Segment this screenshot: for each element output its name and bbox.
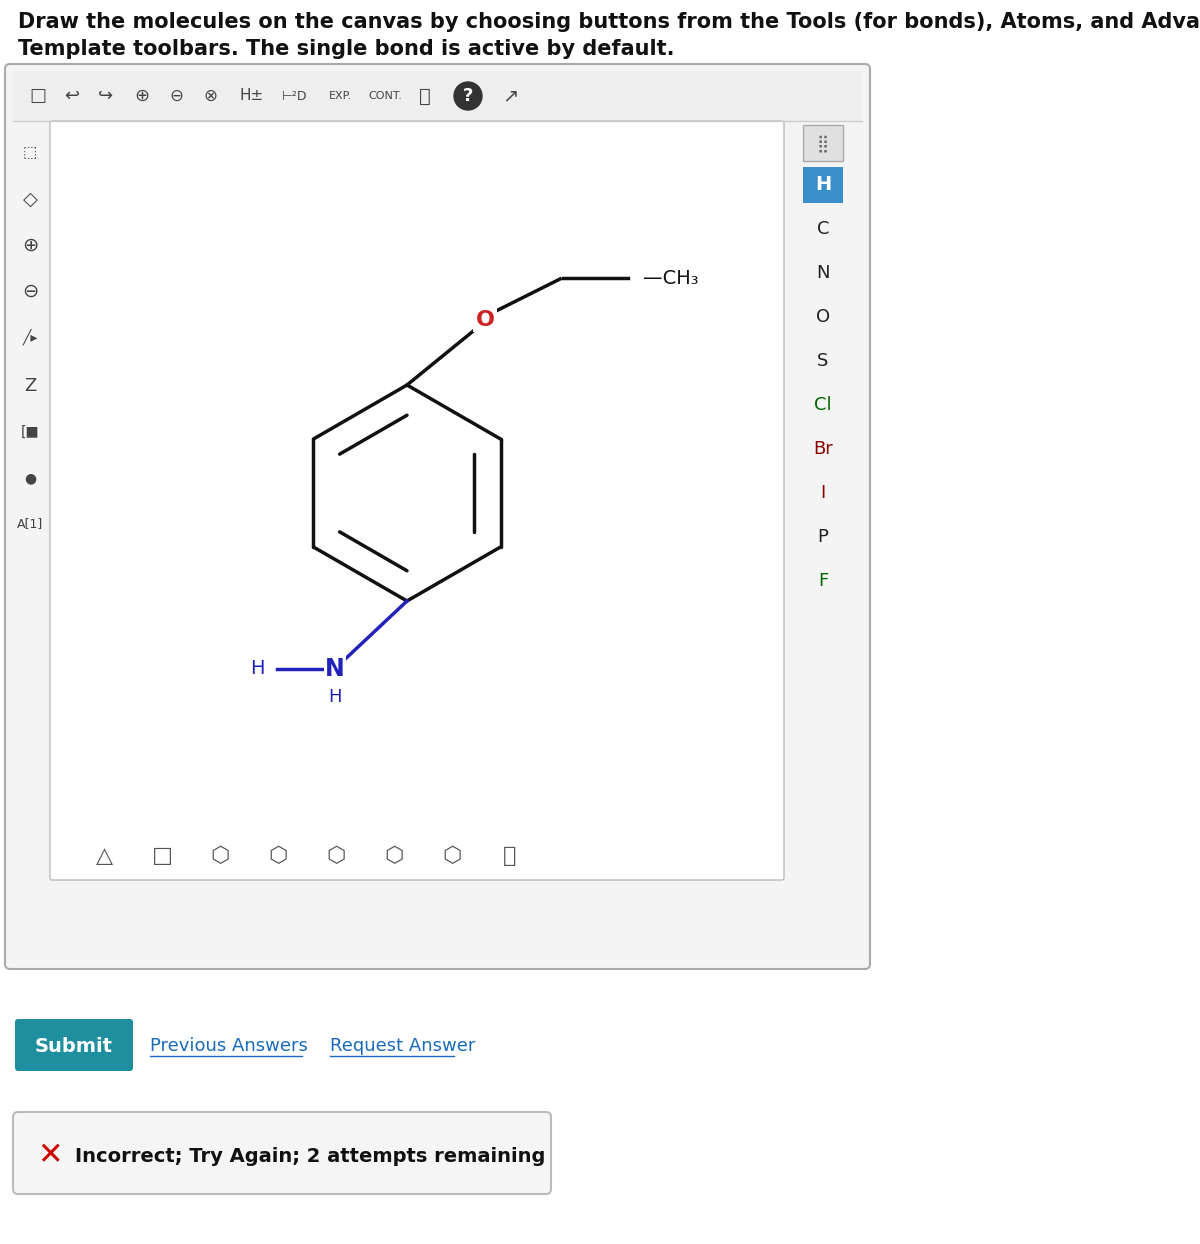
Text: EXP.: EXP.: [329, 91, 352, 101]
Text: H±: H±: [240, 88, 264, 103]
Text: ●: ●: [24, 471, 36, 485]
Text: —CH₃: —CH₃: [643, 269, 698, 287]
Text: □: □: [30, 87, 47, 104]
Text: ⬡: ⬡: [384, 846, 403, 866]
Text: ╱▸: ╱▸: [23, 328, 37, 345]
Text: ⬡: ⬡: [443, 846, 462, 866]
Text: □: □: [151, 846, 173, 866]
Text: Z: Z: [24, 377, 36, 396]
Text: ◇: ◇: [23, 189, 37, 209]
Text: ↗: ↗: [502, 87, 518, 106]
Text: Request Answer: Request Answer: [330, 1037, 475, 1055]
Text: Cl: Cl: [814, 396, 832, 414]
FancyBboxPatch shape: [13, 1112, 551, 1194]
Text: S: S: [817, 352, 829, 369]
Text: ⊖: ⊖: [22, 281, 38, 301]
Text: ↪: ↪: [98, 87, 114, 104]
Circle shape: [454, 82, 482, 109]
Text: ⬡: ⬡: [269, 846, 288, 866]
Text: Template toolbars. The single bond is active by default.: Template toolbars. The single bond is ac…: [18, 39, 674, 58]
Text: N: N: [816, 264, 829, 282]
FancyBboxPatch shape: [50, 121, 784, 880]
Text: F: F: [818, 572, 828, 590]
Text: Incorrect; Try Again; 2 attempts remaining: Incorrect; Try Again; 2 attempts remaini…: [74, 1147, 545, 1166]
Text: ↩: ↩: [65, 87, 79, 104]
Text: CONT.: CONT.: [368, 91, 402, 101]
Text: ⬚: ⬚: [23, 146, 37, 160]
FancyBboxPatch shape: [14, 1019, 133, 1071]
Bar: [803, 167, 842, 203]
Text: C: C: [817, 220, 829, 238]
Text: Submit: Submit: [35, 1036, 113, 1055]
Text: H: H: [329, 688, 342, 707]
Text: N: N: [325, 657, 344, 680]
Text: Previous Answers: Previous Answers: [150, 1037, 308, 1055]
Text: [■: [■: [20, 425, 40, 439]
Text: ⬡: ⬡: [326, 846, 346, 866]
Text: I: I: [821, 484, 826, 503]
Bar: [13, 71, 862, 121]
Text: ⊕: ⊕: [22, 235, 38, 255]
Text: O: O: [475, 310, 494, 330]
Text: ⣿: ⣿: [817, 134, 829, 152]
Text: A[1]: A[1]: [17, 518, 43, 530]
Text: ⊢²D: ⊢²D: [282, 90, 307, 102]
Text: O: O: [816, 309, 830, 326]
Text: ⊖: ⊖: [169, 87, 182, 104]
Text: ?: ?: [463, 87, 473, 104]
Text: ⊗: ⊗: [203, 87, 217, 104]
Text: ✕: ✕: [37, 1142, 62, 1171]
FancyBboxPatch shape: [5, 63, 870, 969]
Text: △: △: [96, 846, 113, 866]
Text: H: H: [815, 175, 832, 194]
Text: Draw the molecules on the canvas by choosing buttons from the Tools (for bonds),: Draw the molecules on the canvas by choo…: [18, 12, 1200, 32]
Text: H: H: [251, 659, 265, 678]
Text: ⬡: ⬡: [210, 846, 229, 866]
Text: ⊕: ⊕: [134, 87, 150, 104]
Text: Br: Br: [814, 440, 833, 458]
Text: ⛔: ⛔: [503, 846, 517, 866]
Bar: [803, 124, 842, 160]
Text: ⓘ: ⓘ: [419, 87, 431, 106]
Text: P: P: [817, 527, 828, 546]
